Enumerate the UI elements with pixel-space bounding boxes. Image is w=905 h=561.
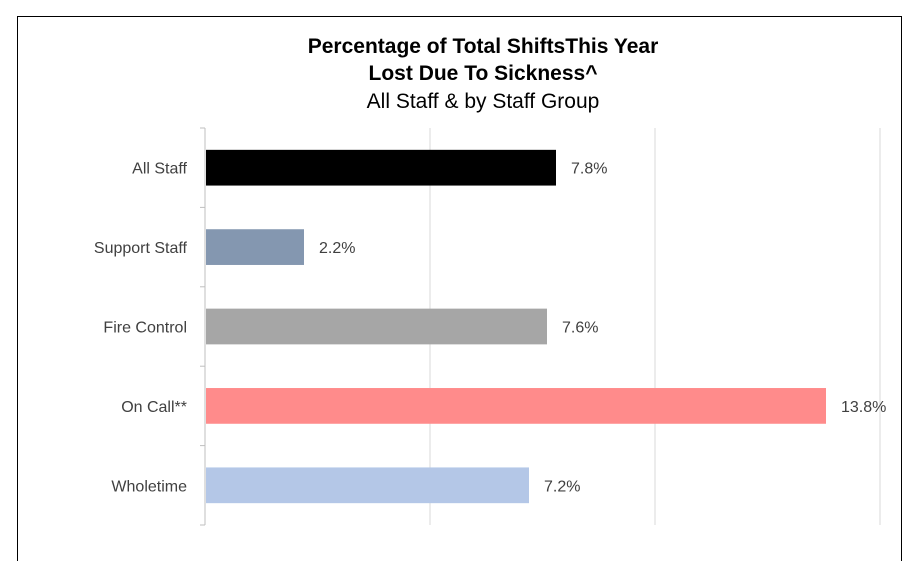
category-axis <box>200 127 206 526</box>
bars <box>206 149 826 504</box>
chart-frame <box>17 16 902 561</box>
category-label: Fire Control <box>103 320 187 337</box>
bar <box>206 388 826 424</box>
data-label: 7.2% <box>544 478 580 495</box>
category-label: On Call** <box>121 399 187 416</box>
labels: All Staff 7.8% Support Staff 2.2% Fire Contr… <box>94 161 886 496</box>
data-label: 13.8% <box>841 399 886 416</box>
data-label: 7.6% <box>562 320 598 337</box>
chart-subtitle: All Staff & by Staff Group <box>367 90 600 113</box>
bar <box>206 229 304 265</box>
bar <box>206 308 547 345</box>
bar <box>206 149 556 186</box>
category-label: All Staff <box>132 161 187 178</box>
chart-title-line-1: Percentage of Total ShiftsThis Year <box>308 35 659 58</box>
bar <box>206 467 529 504</box>
chart-title-line-2: Lost Due To Sickness^ <box>369 62 598 85</box>
data-label: 7.8% <box>571 161 607 178</box>
category-label: Wholetime <box>111 478 187 495</box>
category-label: Support Staff <box>94 240 188 257</box>
data-label: 2.2% <box>319 240 355 257</box>
